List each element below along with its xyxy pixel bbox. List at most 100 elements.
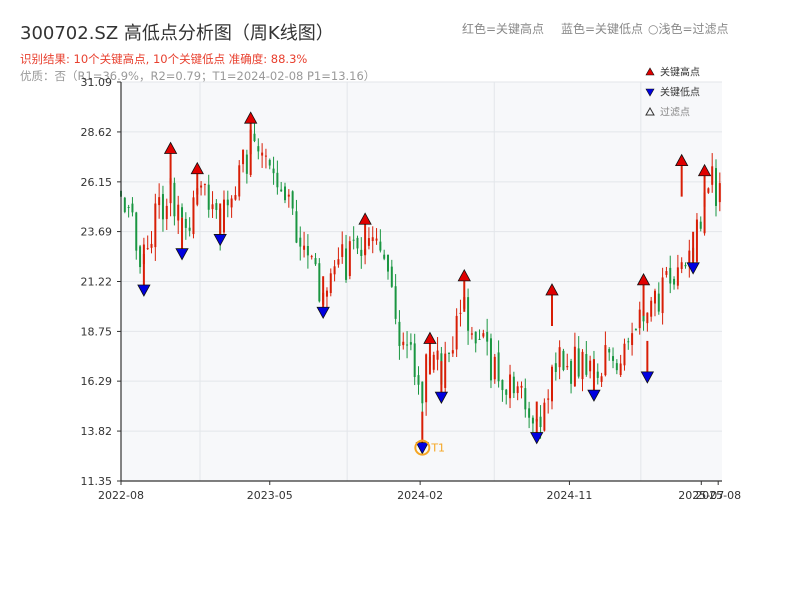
- key-high-marker: [163, 141, 178, 154]
- candle-body: [531, 417, 534, 424]
- candle-body: [177, 204, 180, 221]
- candle-body: [337, 259, 340, 265]
- candle-body: [360, 249, 363, 256]
- candle-body: [467, 297, 470, 331]
- candle-body: [509, 374, 512, 399]
- key-low-marker: [686, 262, 700, 275]
- key-low-marker: [137, 284, 151, 297]
- candle-body: [486, 331, 489, 342]
- candle-body: [612, 356, 615, 361]
- candle-body: [631, 333, 634, 346]
- quality-summary: 优质：否（R1=36.9%，R2=0.79；T1=2024-02-08 P1=1…: [20, 69, 375, 83]
- candle-body: [295, 211, 298, 243]
- y-tick-label: 26.15: [81, 176, 113, 189]
- candle-body: [161, 194, 164, 220]
- x-tick-label: 2024-02: [397, 489, 443, 502]
- candle-body: [703, 192, 706, 234]
- candle-body: [676, 267, 679, 286]
- legend-label: 关键低点: [660, 86, 700, 99]
- candle-body: [474, 331, 477, 344]
- key-low-marker: [587, 389, 601, 402]
- candle-body: [497, 352, 500, 382]
- candle-body: [661, 277, 664, 314]
- candle-body: [333, 266, 336, 275]
- candle-body: [432, 354, 435, 370]
- key-high-marker: [636, 273, 651, 286]
- candle-body: [493, 356, 496, 380]
- y-tick-label: 28.62: [81, 126, 113, 139]
- candle-body: [139, 246, 142, 268]
- legend-low-icon: [645, 88, 655, 97]
- y-tick-label: 23.69: [81, 226, 113, 239]
- candle-body: [409, 342, 412, 345]
- candle-body: [303, 245, 306, 250]
- y-tick-label: 11.35: [81, 475, 113, 488]
- candle-body: [211, 204, 214, 210]
- candle-body: [425, 354, 428, 403]
- candle-body: [230, 198, 233, 208]
- candle-body: [222, 199, 225, 233]
- t1-label: T1: [430, 442, 445, 455]
- key-low-marker: [175, 248, 189, 261]
- key-high-marker: [423, 331, 437, 344]
- key-low-marker: [213, 234, 227, 247]
- candle-body: [413, 343, 416, 378]
- key-low-marker: [316, 306, 330, 320]
- candle-body: [673, 278, 676, 285]
- candle-body: [215, 203, 218, 210]
- candles: [120, 123, 721, 439]
- candle-body: [448, 352, 451, 354]
- candle-body: [146, 248, 149, 250]
- legend-filtered-icon: [645, 106, 655, 116]
- key-low-marker: [434, 391, 449, 404]
- candle-body: [600, 376, 603, 382]
- candle-body: [417, 375, 420, 385]
- candle-body: [276, 172, 279, 188]
- y-tick-label: 21.22: [81, 276, 113, 289]
- candle-body: [589, 360, 592, 372]
- candle-body: [280, 189, 283, 192]
- candle-body: [299, 237, 302, 247]
- key-low-marker: [415, 442, 429, 455]
- candle-body: [608, 349, 611, 353]
- candle-body: [634, 328, 637, 331]
- candle-body: [367, 238, 370, 246]
- axes: 11.35 13.82 16.29 18.75 21.22 23.69 26.15 28.62…: [81, 76, 742, 502]
- candle-body: [238, 165, 241, 197]
- candle-body: [585, 354, 588, 375]
- candle-body: [345, 248, 348, 280]
- candle-body: [264, 155, 267, 157]
- x-tick-label: 2025-07: [678, 489, 724, 502]
- candle-body: [245, 154, 248, 174]
- candle-body: [226, 199, 229, 206]
- candle-body: [188, 227, 191, 231]
- candle-body: [638, 309, 641, 329]
- legend-high-icon: [645, 67, 655, 76]
- candle-body: [356, 237, 359, 249]
- candle-body: [688, 250, 691, 267]
- candle-body: [169, 178, 172, 204]
- header-legend-red: 红色=关键高点: [462, 21, 544, 36]
- key-high-marker: [190, 161, 204, 175]
- candle-body: [348, 241, 351, 277]
- candle-body: [451, 350, 454, 354]
- candle-body: [581, 351, 584, 380]
- key-high-marker: [697, 163, 712, 177]
- key-low-marker: [640, 371, 655, 384]
- candle-body: [383, 254, 386, 259]
- candle-body: [310, 256, 313, 258]
- candle-body: [524, 388, 527, 410]
- candle-body: [642, 311, 645, 322]
- key-low-marker: [530, 432, 544, 445]
- candle-body: [158, 197, 161, 206]
- t1-circle: [414, 439, 431, 456]
- candle-body: [165, 205, 168, 220]
- candle-body: [718, 183, 721, 203]
- candle-body: [543, 402, 546, 431]
- candle-body: [558, 347, 561, 368]
- candle-body: [566, 365, 569, 368]
- candle-body: [398, 321, 401, 346]
- candle-body: [570, 360, 573, 384]
- candle-body: [318, 263, 321, 302]
